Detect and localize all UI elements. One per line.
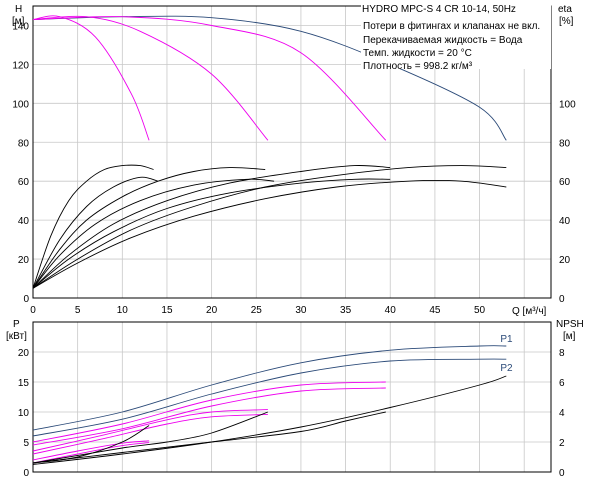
left-tick-label: 5: [23, 438, 29, 449]
info-box: HYDRO MPC-S 4 CR 10-14, 50Hz Потери в фи…: [361, 3, 551, 72]
left-tick-label: 100: [12, 99, 29, 110]
x-tick-label: 25: [251, 305, 263, 316]
p-curve-6: [32, 440, 150, 461]
eta-curve-4: [32, 164, 154, 289]
p-curve-2: [32, 381, 386, 443]
bottom-plot-frame: [32, 321, 552, 473]
x-tick-label: 35: [340, 305, 352, 316]
npsh-curve-8: [32, 375, 507, 465]
x-tick-label: 15: [161, 305, 173, 316]
p-curve-5: [32, 413, 268, 455]
right-tick-label: 8: [559, 348, 565, 359]
p-curve-7: [32, 442, 150, 464]
bottom-grid: [33, 322, 551, 472]
info-box-background: [361, 3, 551, 69]
right-tick-label: 0: [559, 468, 565, 479]
npsh-curve-11: [32, 425, 150, 464]
p-curve-3: [32, 387, 386, 446]
series-name-label: P2: [500, 363, 513, 374]
info-line-1: Потери в фитингах и клапанах не вкл.: [363, 20, 540, 32]
x-tick-label: 0: [30, 305, 36, 316]
p-axis-label: P: [13, 319, 20, 330]
right-tick-label: 6: [559, 378, 565, 389]
info-line-2: Перекачиваемая жидкость = Вода: [363, 35, 523, 46]
p-curve-1: [32, 358, 507, 437]
x-tick-label: 50: [474, 305, 486, 316]
h-axis-unit: [м]: [12, 16, 25, 27]
left-tick-label: 120: [12, 60, 29, 71]
info-line-3: Темп. жидкости = 20 °C: [363, 48, 472, 59]
x-tick-label: 45: [429, 305, 441, 316]
left-tick-label: 10: [18, 408, 30, 419]
eta-curve-9: [32, 178, 391, 289]
top-plot-frame: [32, 5, 552, 299]
p-curve-4: [32, 409, 268, 452]
x-tick-label: 40: [385, 305, 397, 316]
npsh-curve-10: [32, 411, 269, 464]
right-tick-label: 20: [559, 255, 571, 266]
left-tick-label: 60: [18, 177, 30, 188]
x-tick-label: 20: [206, 305, 218, 316]
right-tick-label: 40: [559, 216, 571, 227]
right-tick-label: 4: [559, 408, 565, 419]
right-tick-label: 0: [559, 294, 565, 305]
x-tick-label: 10: [117, 305, 129, 316]
eta-axis-label: eta: [558, 4, 572, 15]
right-tick-label: 100: [559, 99, 576, 110]
eta-curve-11: [32, 180, 507, 289]
curve-name-labels: P1 P2: [500, 334, 513, 374]
right-tick-label: 2: [559, 438, 565, 449]
npsh-axis-label: NPSH: [556, 319, 584, 330]
h-curve-3: [32, 15, 150, 141]
eta-curve-6: [32, 167, 266, 289]
eta-curve-5: [32, 176, 159, 289]
h-curve-1: [32, 16, 387, 141]
left-tick-label: 0: [23, 294, 29, 305]
x-tick-label: 30: [295, 305, 307, 316]
eta-curve-7: [32, 178, 275, 289]
series-name-label: P1: [500, 334, 513, 345]
npsh-axis-unit: [м]: [563, 331, 576, 342]
eta-axis-unit: [%]: [559, 16, 574, 27]
left-tick-label: 80: [18, 138, 30, 149]
x-tick-label: 5: [75, 305, 81, 316]
h-axis-label: H: [15, 4, 22, 15]
right-tick-label: 80: [559, 138, 571, 149]
info-title: HYDRO MPC-S 4 CR 10-14, 50Hz: [362, 4, 516, 15]
right-tick-label: 60: [559, 177, 571, 188]
p-curve-0: [32, 345, 507, 431]
npsh-curve-9: [32, 411, 386, 464]
info-line-4: Плотность = 998.2 кг/м³: [363, 61, 473, 72]
left-tick-label: 0: [23, 468, 29, 479]
curve-series: [32, 15, 507, 465]
left-tick-label: 140: [12, 21, 29, 32]
eta-curve-10: [32, 165, 507, 289]
left-tick-label: 20: [18, 255, 30, 266]
left-tick-label: 20: [18, 348, 30, 359]
h-curve-2: [32, 15, 269, 141]
q-axis-label: Q [м³/ч]: [512, 306, 547, 317]
p-axis-unit: [кВт]: [6, 331, 27, 342]
left-tick-label: 40: [18, 216, 30, 227]
eta-curve-8: [32, 165, 391, 289]
left-tick-label: 15: [18, 378, 30, 389]
